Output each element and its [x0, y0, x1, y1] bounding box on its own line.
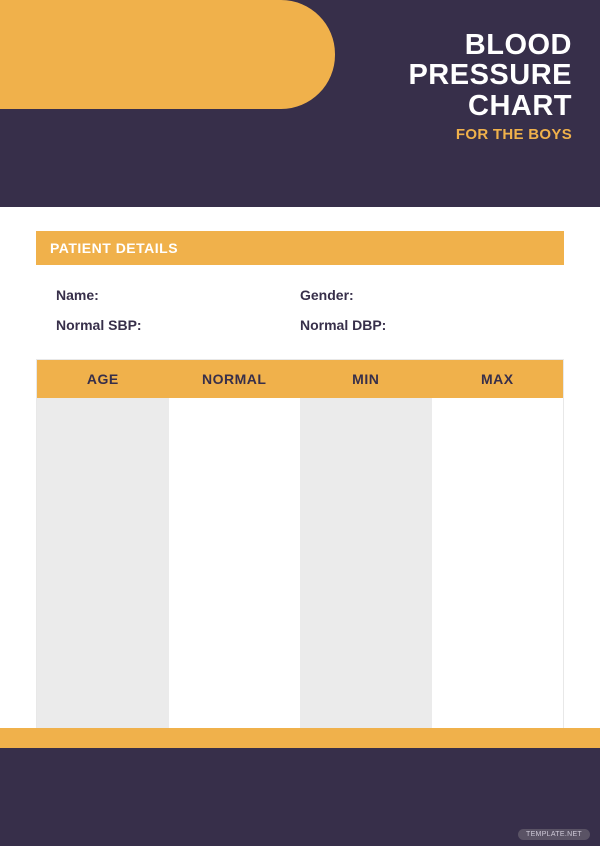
col-age [37, 398, 169, 743]
col-normal [169, 398, 301, 743]
content-area: PATIENT DETAILS Name: Gender: Normal SBP… [0, 231, 600, 744]
th-min: MIN [300, 360, 432, 398]
col-min [300, 398, 432, 743]
th-age: AGE [37, 360, 169, 398]
footer-banner: TEMPLATE.NET [0, 748, 600, 846]
normal-dbp-label: Normal DBP: [300, 317, 544, 333]
gender-label: Gender: [300, 287, 544, 303]
table-body [37, 398, 563, 743]
title-line-2: PRESSURE [408, 60, 572, 90]
title-line-3: CHART [408, 91, 572, 121]
patient-details-heading: PATIENT DETAILS [36, 231, 564, 265]
subtitle: FOR THE BOYS [408, 126, 572, 143]
title-line-1: BLOOD [408, 30, 572, 60]
table-header-row: AGE NORMAL MIN MAX [37, 360, 563, 398]
normal-sbp-label: Normal SBP: [56, 317, 300, 333]
footer-accent-bar [0, 728, 600, 748]
col-max [432, 398, 564, 743]
patient-details-grid: Name: Gender: Normal SBP: Normal DBP: [36, 265, 564, 359]
name-label: Name: [56, 287, 300, 303]
header-accent-shape [0, 0, 335, 109]
th-normal: NORMAL [169, 360, 301, 398]
header-banner: BLOOD PRESSURE CHART FOR THE BOYS [0, 0, 600, 207]
watermark-badge: TEMPLATE.NET [518, 829, 590, 840]
bp-table: AGE NORMAL MIN MAX [36, 359, 564, 744]
title-block: BLOOD PRESSURE CHART FOR THE BOYS [408, 30, 572, 143]
th-max: MAX [432, 360, 564, 398]
